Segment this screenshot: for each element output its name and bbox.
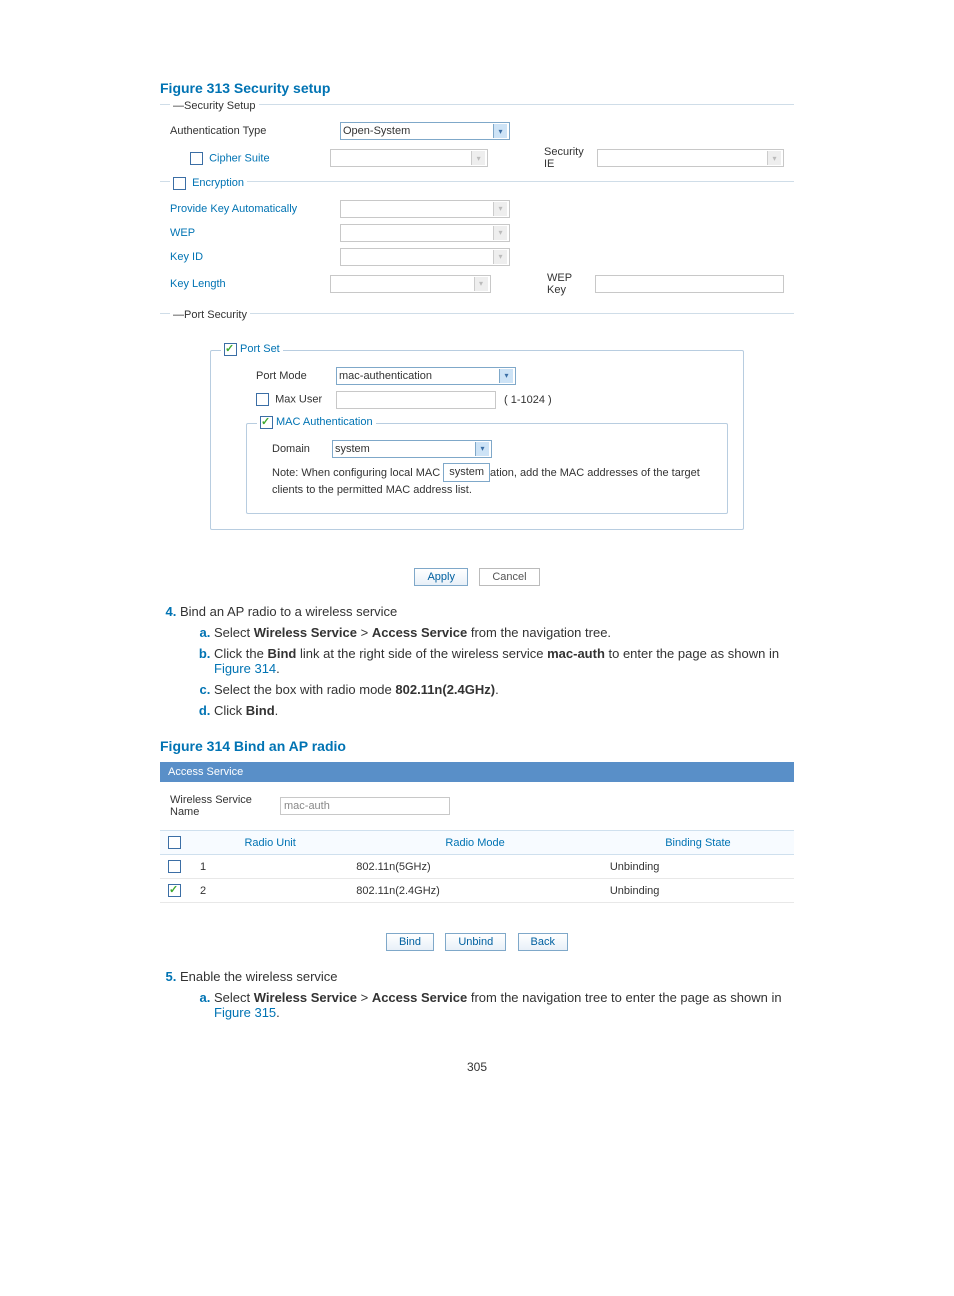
step-5a: Select Wireless Service > Access Service… <box>214 990 794 1020</box>
figure-314-title: Figure 314 Bind an AP radio <box>160 738 794 754</box>
key-id-label: Key ID <box>170 251 340 263</box>
max-user-checkbox[interactable] <box>256 393 269 406</box>
chevron-down-icon: ▾ <box>499 369 513 383</box>
bind-button[interactable]: Bind <box>386 933 434 951</box>
key-length-select: ▾ <box>330 275 490 293</box>
security-ie-select: ▾ <box>597 149 784 167</box>
max-user-input[interactable] <box>336 391 496 409</box>
security-setup-legend: —Security Setup <box>170 100 259 112</box>
wep-label: WEP <box>170 227 340 239</box>
encryption-legend: Encryption <box>170 177 247 189</box>
figure-314-link[interactable]: Figure 314 <box>214 661 276 676</box>
auth-type-select[interactable]: Open-System ▾ <box>340 122 510 140</box>
mac-auth-note: Note: When configuring local MAC systema… <box>272 464 712 499</box>
domain-value: system <box>335 443 370 455</box>
port-mode-label: Port Mode <box>256 370 336 382</box>
mac-auth-checkbox[interactable] <box>260 416 273 429</box>
chevron-down-icon: ▾ <box>493 202 507 216</box>
cancel-button[interactable]: Cancel <box>479 568 539 586</box>
port-mode-select[interactable]: mac-authentication ▾ <box>336 367 516 385</box>
encryption-checkbox[interactable] <box>173 177 186 190</box>
port-set-legend: Port Set <box>221 343 283 356</box>
port-security-legend: —Port Security <box>170 309 250 321</box>
domain-label: Domain <box>272 443 332 455</box>
chevron-down-icon: ▾ <box>471 151 485 165</box>
port-set-fieldset: Port Set Port Mode mac-authentication ▾ … <box>210 350 744 531</box>
table-row: 2 802.11n(2.4GHz) Unbinding <box>160 879 794 903</box>
auth-type-label: Authentication Type <box>170 125 340 137</box>
access-service-panel: Access Service Wireless Service Name mac… <box>160 762 794 951</box>
cell-state: Unbinding <box>602 855 794 879</box>
figure-313-title: Figure 313 Security setup <box>160 80 794 96</box>
key-length-label: Key Length <box>170 278 330 290</box>
cell-mode: 802.11n(2.4GHz) <box>348 879 602 903</box>
port-mode-value: mac-authentication <box>339 370 432 382</box>
apply-button[interactable]: Apply <box>414 568 468 586</box>
radio-table: Radio Unit Radio Mode Binding State 1 80… <box>160 830 794 903</box>
ws-name-input[interactable]: mac-auth <box>280 797 450 815</box>
provide-key-select: ▾ <box>340 200 510 218</box>
chevron-down-icon: ▾ <box>475 442 489 456</box>
provide-key-label: Provide Key Automatically <box>170 203 340 215</box>
port-set-checkbox[interactable] <box>224 343 237 356</box>
cell-unit: 1 <box>192 855 348 879</box>
cipher-suite-select: ▾ <box>330 149 489 167</box>
cipher-suite-checkbox[interactable] <box>190 152 203 165</box>
table-row: 1 802.11n(5GHz) Unbinding <box>160 855 794 879</box>
row-checkbox[interactable] <box>168 884 181 897</box>
mac-auth-legend: MAC Authentication <box>257 416 376 429</box>
max-user-hint: ( 1-1024 ) <box>504 394 552 406</box>
col-binding-state: Binding State <box>602 831 794 855</box>
security-setup-panel: —Security Setup Authentication Type Open… <box>160 104 794 586</box>
cell-unit: 2 <box>192 879 348 903</box>
chevron-down-icon: ▾ <box>767 151 781 165</box>
row-checkbox[interactable] <box>168 860 181 873</box>
page-number: 305 <box>160 1060 794 1074</box>
ws-name-label: Wireless Service Name <box>170 794 280 818</box>
step-4c: Select the box with radio mode 802.11n(2… <box>214 682 794 697</box>
domain-select[interactable]: system ▾ <box>332 440 492 458</box>
step-4a: Select Wireless Service > Access Service… <box>214 625 794 640</box>
security-ie-label: Security IE <box>544 146 593 170</box>
cipher-suite-label: Cipher Suite <box>209 152 270 164</box>
wep-key-input[interactable] <box>595 275 784 293</box>
col-radio-unit: Radio Unit <box>192 831 348 855</box>
auth-type-value: Open-System <box>343 125 410 137</box>
access-service-header: Access Service <box>160 762 794 782</box>
wep-select: ▾ <box>340 224 510 242</box>
cell-state: Unbinding <box>602 879 794 903</box>
cell-mode: 802.11n(5GHz) <box>348 855 602 879</box>
domain-tooltip: system <box>443 463 490 482</box>
col-radio-mode: Radio Mode <box>348 831 602 855</box>
chevron-down-icon: ▾ <box>493 250 507 264</box>
mac-auth-fieldset: MAC Authentication Domain system ▾ Note:… <box>246 423 728 515</box>
step-5: Enable the wireless service Select Wirel… <box>180 969 794 1020</box>
key-id-select: ▾ <box>340 248 510 266</box>
chevron-down-icon: ▾ <box>493 226 507 240</box>
select-all-checkbox[interactable] <box>168 836 181 849</box>
chevron-down-icon: ▾ <box>493 124 507 138</box>
chevron-down-icon: ▾ <box>474 277 488 291</box>
unbind-button[interactable]: Unbind <box>445 933 506 951</box>
step-4: Bind an AP radio to a wireless service S… <box>180 604 794 718</box>
step-4d: Click Bind. <box>214 703 794 718</box>
figure-315-link[interactable]: Figure 315 <box>214 1005 276 1020</box>
wep-key-label: WEP Key <box>547 272 591 296</box>
back-button[interactable]: Back <box>518 933 568 951</box>
step-4b: Click the Bind link at the right side of… <box>214 646 794 676</box>
max-user-label: Max User <box>275 394 322 406</box>
